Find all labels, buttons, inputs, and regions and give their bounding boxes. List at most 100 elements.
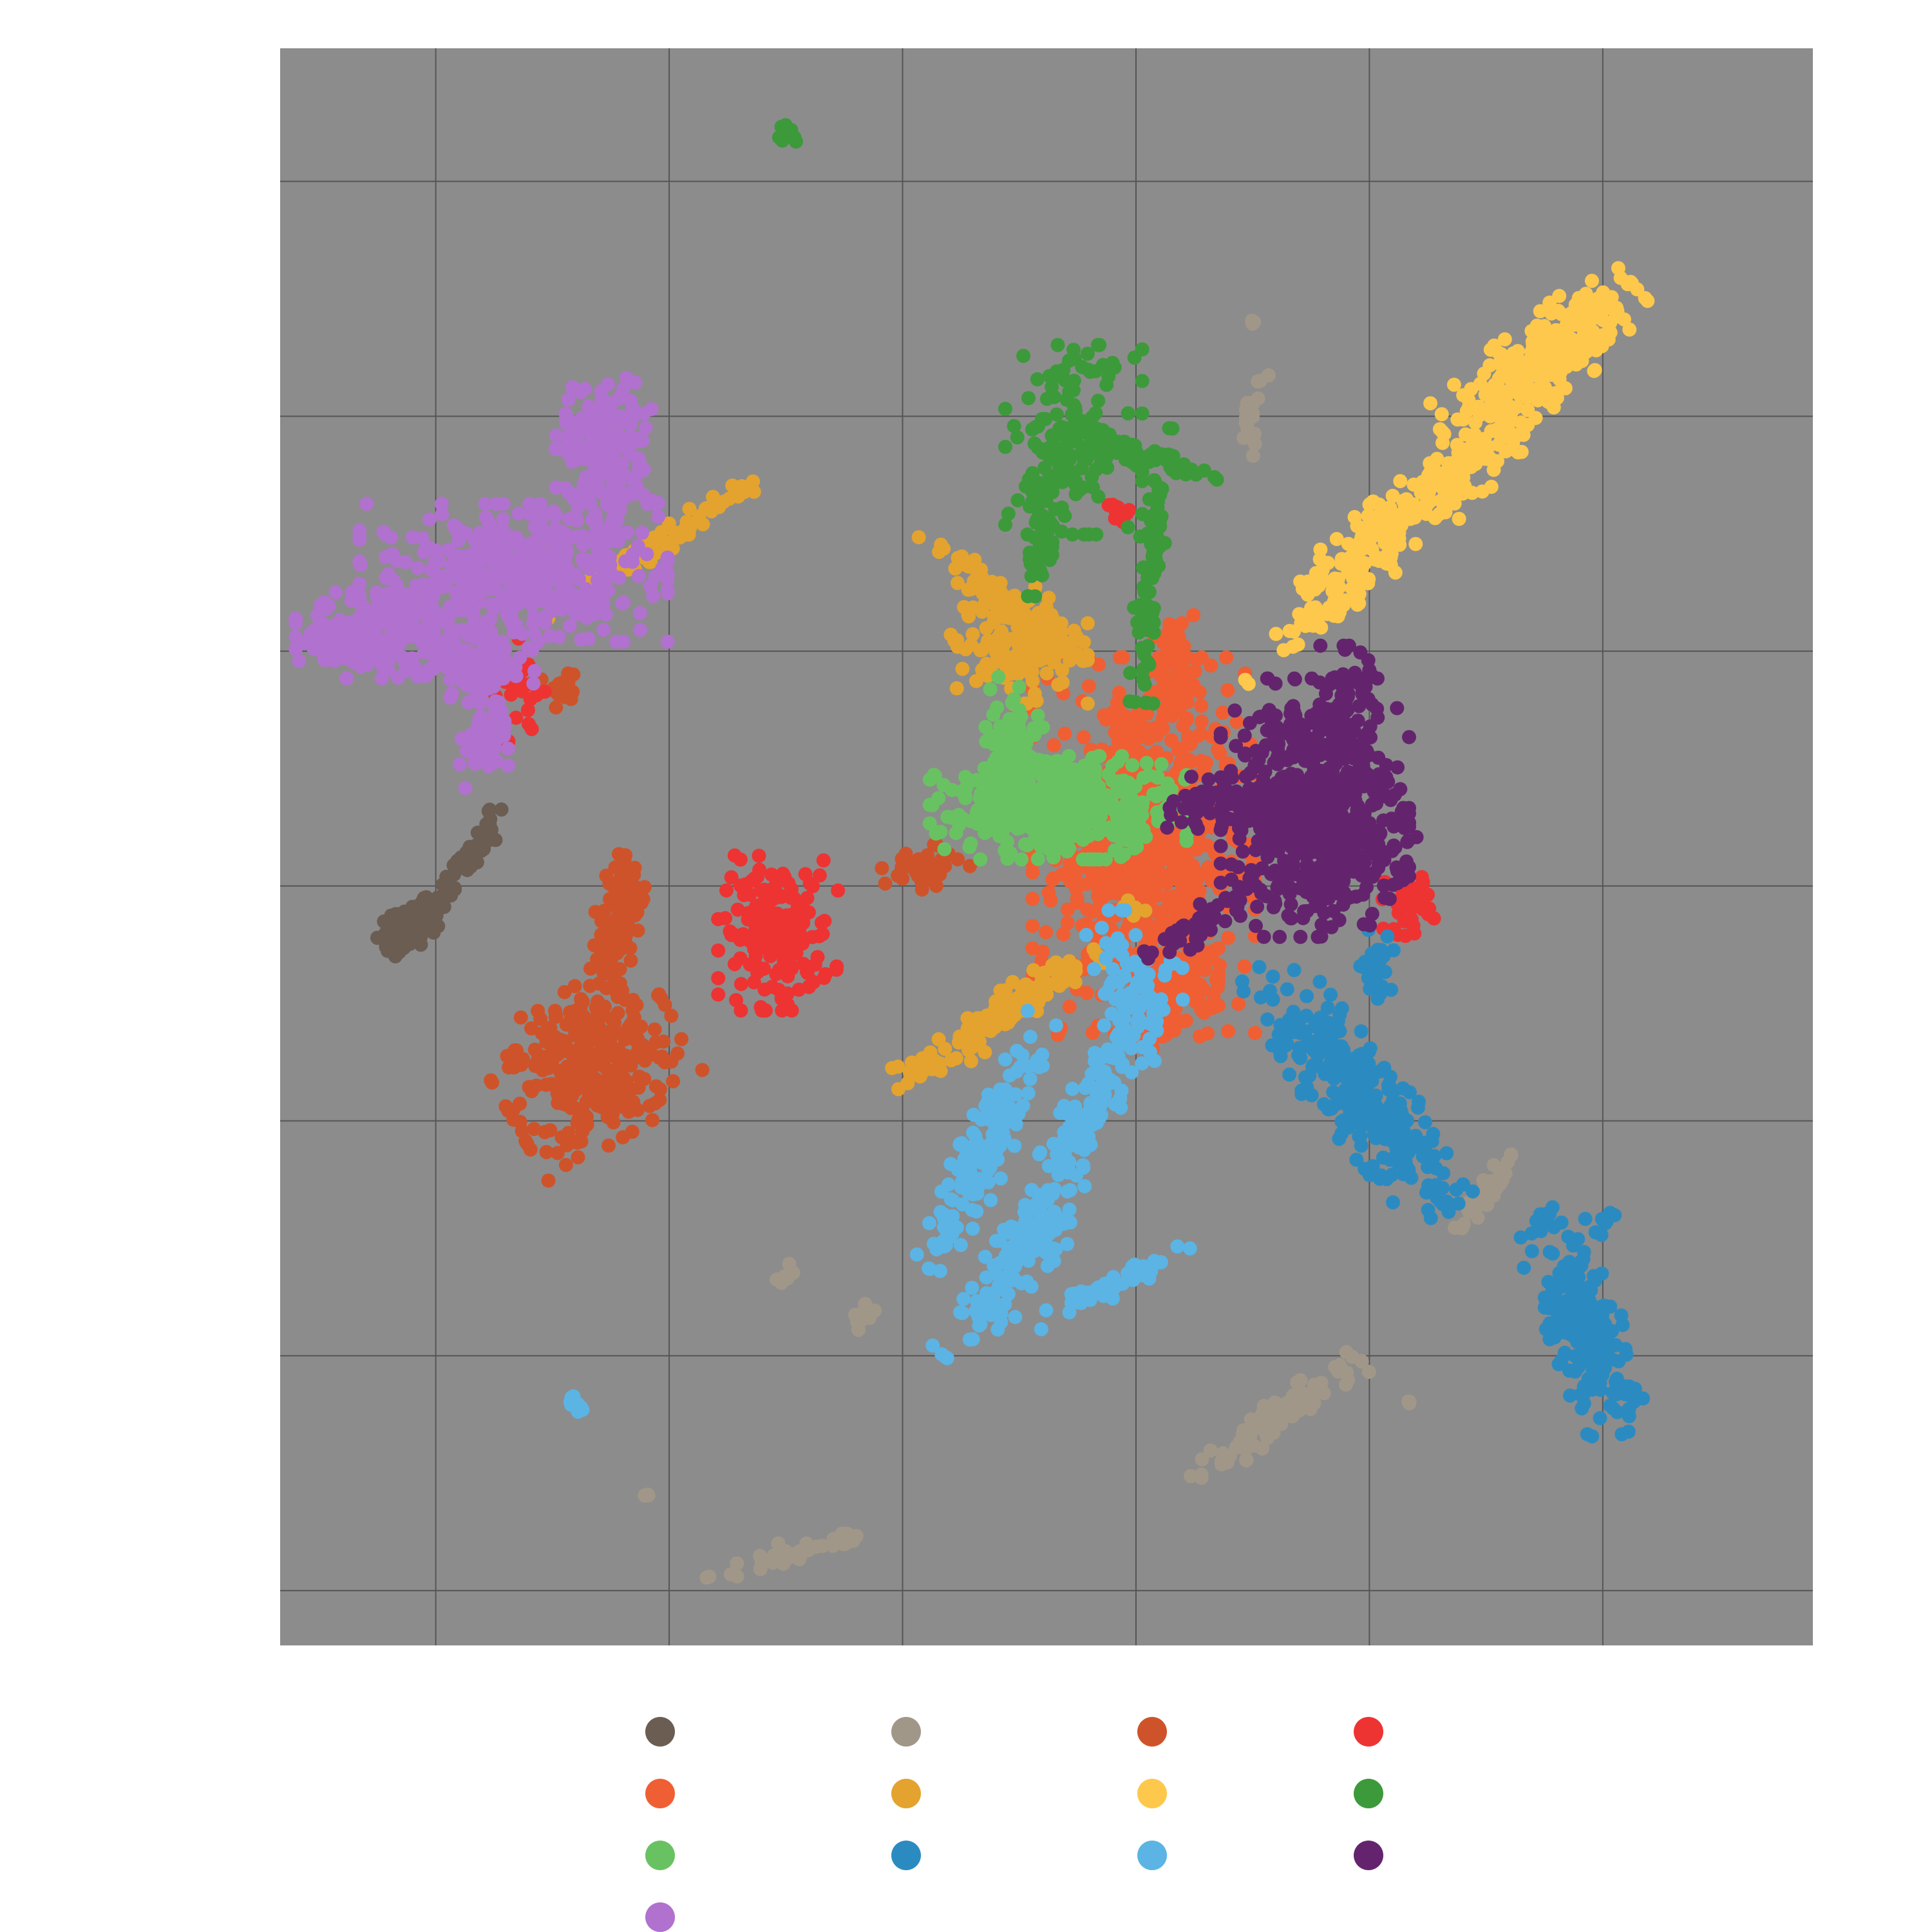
data-point: [1030, 513, 1044, 527]
data-point: [1345, 581, 1359, 596]
data-point: [1608, 1338, 1623, 1352]
data-point: [1421, 1178, 1435, 1193]
data-point: [726, 927, 741, 942]
data-point: [1059, 392, 1074, 407]
data-point: [922, 816, 937, 831]
data-point: [1380, 929, 1395, 944]
data-point: [927, 1236, 941, 1251]
data-point: [651, 988, 665, 1003]
data-point: [1307, 1385, 1322, 1400]
data-point: [627, 860, 642, 875]
data-point: [1164, 644, 1179, 659]
data-point: [408, 930, 423, 945]
data-point: [1104, 1007, 1119, 1021]
data-point: [1169, 871, 1184, 886]
data-point: [1438, 490, 1453, 504]
data-point: [757, 982, 772, 997]
data-point: [1141, 967, 1156, 981]
data-point: [779, 908, 794, 923]
data-point: [1293, 1011, 1308, 1026]
data-point: [1339, 1345, 1354, 1359]
data-point: [1334, 552, 1349, 567]
data-point: [1358, 556, 1372, 571]
data-point: [1034, 953, 1049, 968]
data-point: [1083, 365, 1097, 379]
data-point: [711, 987, 726, 1002]
data-point: [1377, 524, 1392, 539]
data-point: [1190, 728, 1205, 743]
data-point: [973, 1317, 988, 1332]
data-point: [1047, 390, 1062, 404]
data-point: [949, 681, 964, 696]
data-point: [1361, 1365, 1376, 1379]
data-point: [1094, 1097, 1108, 1112]
data-point: [601, 1138, 616, 1153]
data-point: [1162, 833, 1177, 848]
data-point: [1349, 1152, 1364, 1167]
data-point: [1520, 418, 1535, 432]
data-point: [1108, 992, 1122, 1007]
data-point: [1112, 803, 1126, 818]
data-point: [904, 858, 918, 873]
data-point: [1324, 1052, 1339, 1067]
data-point: [557, 985, 572, 999]
data-point: [988, 809, 1002, 824]
data-point: [1156, 871, 1171, 886]
data-point: [1396, 1081, 1410, 1096]
data-point: [583, 978, 598, 993]
data-point: [1332, 1008, 1347, 1022]
data-point: [1066, 343, 1081, 357]
data-point: [1241, 676, 1256, 691]
data-point: [898, 846, 913, 861]
data-point: [444, 888, 459, 903]
data-point: [1017, 647, 1032, 662]
data-point: [1567, 1364, 1582, 1379]
data-point: [1459, 404, 1474, 419]
data-point: [1578, 312, 1593, 327]
data-point: [998, 1052, 1012, 1067]
data-point: [612, 961, 627, 976]
data-point: [1043, 1244, 1058, 1259]
data-point: [1055, 663, 1070, 677]
data-point: [1041, 591, 1056, 605]
data-point: [1584, 274, 1599, 289]
data-point: [955, 1197, 970, 1212]
data-point: [969, 1139, 984, 1153]
data-point: [943, 1157, 958, 1171]
data-point: [1239, 1453, 1254, 1468]
data-point: [1162, 656, 1177, 671]
data-point: [563, 1005, 577, 1019]
data-point: [1312, 619, 1327, 634]
data-point: [1022, 545, 1037, 560]
data-point: [623, 1058, 638, 1073]
data-point: [829, 962, 844, 977]
data-point: [554, 1094, 568, 1108]
series-2: [484, 666, 977, 1188]
data-point: [1083, 1137, 1098, 1152]
data-point: [766, 1548, 781, 1563]
data-point: [1596, 313, 1610, 328]
data-point: [1229, 1440, 1244, 1455]
data-point: [1099, 788, 1113, 802]
data-point: [1010, 493, 1025, 507]
data-point: [810, 950, 825, 965]
data-point: [998, 517, 1012, 532]
data-point: [788, 942, 803, 957]
data-point: [1012, 679, 1027, 694]
data-point: [711, 971, 726, 985]
data-point: [1112, 650, 1127, 665]
data-point: [1451, 1196, 1466, 1211]
data-point: [1123, 666, 1137, 680]
data-point: [1551, 305, 1566, 319]
data-point: [734, 977, 748, 991]
data-point: [1578, 1211, 1593, 1226]
data-point: [1089, 1282, 1104, 1297]
data-point: [1252, 960, 1267, 974]
data-point: [1318, 1032, 1333, 1047]
data-point: [1614, 1308, 1629, 1323]
data-point: [1408, 536, 1423, 551]
data-point: [1025, 918, 1040, 933]
data-point: [1300, 1083, 1314, 1098]
data-point: [549, 700, 564, 715]
data-point: [969, 1204, 984, 1219]
